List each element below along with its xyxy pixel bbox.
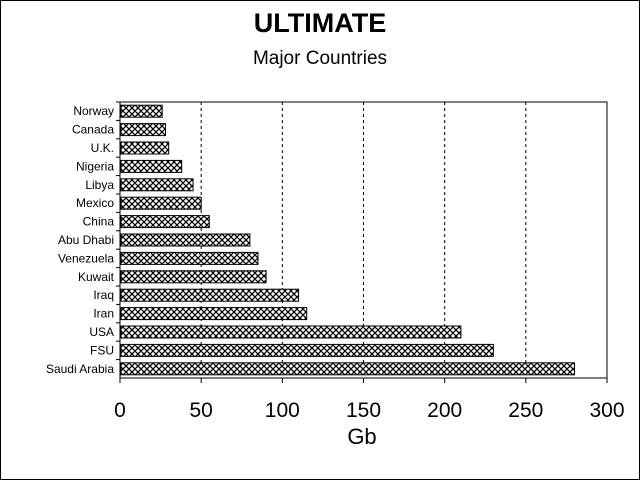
y-tick-label: Kuwait xyxy=(78,270,115,284)
y-tick-label: Venezuela xyxy=(58,251,114,265)
bar-mexico xyxy=(120,196,202,210)
bar-iran xyxy=(120,307,308,321)
y-tick-label: Canada xyxy=(72,123,114,137)
bar-canada xyxy=(120,123,166,137)
bar-iraq xyxy=(120,288,300,302)
bar-abu-dhabi xyxy=(120,233,251,247)
x-tick-label: 200 xyxy=(427,399,462,422)
bar-venezuela xyxy=(120,251,259,265)
x-tick-label: 0 xyxy=(114,399,126,422)
y-tick-label: China xyxy=(83,215,115,229)
bar-fsu xyxy=(120,343,494,357)
y-tick-label: Iran xyxy=(93,307,114,321)
bar-kuwait xyxy=(120,270,267,284)
bar-norway xyxy=(120,104,163,118)
x-tick-label: 300 xyxy=(589,399,624,422)
y-tick-label: Norway xyxy=(73,104,114,118)
y-tick-label: Mexico xyxy=(76,196,114,210)
bar-u-k- xyxy=(120,141,170,155)
y-tick-label: USA xyxy=(89,325,114,339)
x-axis-label: Gb xyxy=(347,424,376,449)
x-tick-label: 100 xyxy=(265,399,300,422)
x-tick-label: 150 xyxy=(346,399,381,422)
bar-china xyxy=(120,215,210,229)
y-tick-label: Abu Dhabi xyxy=(58,233,114,247)
bar-usa xyxy=(120,325,462,339)
y-tick-label: FSU xyxy=(90,343,114,357)
y-tick-label: Saudi Arabia xyxy=(46,362,114,376)
y-tick-label: Nigeria xyxy=(76,159,114,173)
bar-libya xyxy=(120,178,194,192)
x-tick-label: 250 xyxy=(508,399,543,422)
chart-subtitle: Major Countries xyxy=(252,48,388,69)
chart-title: ULTIMATE xyxy=(253,8,387,38)
y-tick-label: Libya xyxy=(85,178,114,192)
bar-nigeria xyxy=(120,159,183,173)
y-tick-label: U.K. xyxy=(91,141,114,155)
x-tick-label: 50 xyxy=(189,399,212,422)
bar-saudi-arabia xyxy=(120,362,576,376)
y-tick-label: Iraq xyxy=(93,288,114,302)
